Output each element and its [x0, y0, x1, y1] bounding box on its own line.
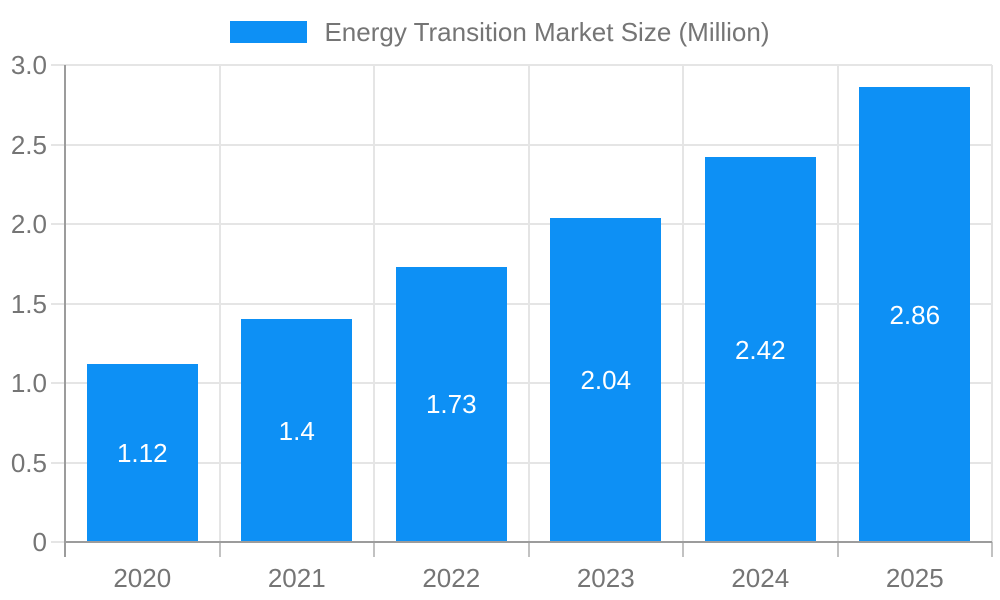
x-axis-tick [218, 542, 221, 557]
y-axis-label: 1.0 [10, 368, 47, 398]
bar-value-label: 2.86 [889, 299, 941, 330]
y-axis-tick [51, 461, 65, 464]
y-axis-label: 2.0 [10, 209, 47, 239]
bar-2024[interactable] [704, 157, 816, 542]
legend-label: Energy Transition Market Size (Million) [324, 16, 770, 47]
gridline-vertical [218, 65, 221, 542]
x-axis-tick [682, 542, 684, 557]
bar-value-label: 2.04 [580, 364, 632, 395]
gridline-vertical [373, 65, 375, 542]
bar-value-label: 1.73 [425, 389, 477, 420]
y-axis-tick [51, 223, 65, 225]
y-axis-line [64, 65, 66, 557]
x-axis-tick [527, 542, 530, 557]
bar-2020[interactable] [86, 363, 198, 542]
x-axis-line [65, 541, 992, 543]
bar-value-label: 1.4 [278, 415, 315, 446]
x-axis-label: 2020 [113, 563, 172, 593]
x-axis-tick [991, 542, 993, 557]
x-axis-tick [836, 542, 839, 557]
y-axis-label: 2.5 [10, 129, 47, 160]
bar-2025[interactable] [859, 87, 971, 542]
y-axis-tick [51, 382, 65, 384]
bar-2021[interactable] [241, 319, 353, 542]
bar-value-label: 2.42 [734, 334, 786, 365]
bar-2022[interactable] [395, 266, 507, 542]
bar-value-label: 1.12 [116, 437, 168, 468]
x-axis-label: 2021 [267, 563, 326, 593]
y-axis-tick [51, 302, 65, 305]
gridline-vertical [527, 65, 530, 542]
gridline-vertical [991, 65, 993, 542]
y-axis-tick [51, 143, 65, 146]
y-axis-label: 0 [32, 527, 47, 557]
legend-swatch [230, 21, 308, 43]
x-axis-label: 2025 [885, 563, 944, 593]
y-axis-label: 1.5 [10, 288, 47, 319]
x-axis-label: 2024 [731, 563, 790, 593]
gridline-vertical [836, 65, 839, 542]
bar-2023[interactable] [550, 217, 662, 542]
x-axis-label: 2023 [576, 563, 635, 593]
gridline-vertical [682, 65, 684, 542]
y-axis-label: 0.5 [10, 447, 47, 478]
x-axis-tick [373, 542, 375, 557]
x-axis-label: 2022 [422, 563, 481, 593]
y-axis-tick [51, 541, 65, 543]
y-axis-label: 3.0 [10, 50, 47, 80]
y-axis-tick [51, 64, 65, 66]
legend[interactable]: Energy Transition Market Size (Million) [0, 16, 1000, 47]
